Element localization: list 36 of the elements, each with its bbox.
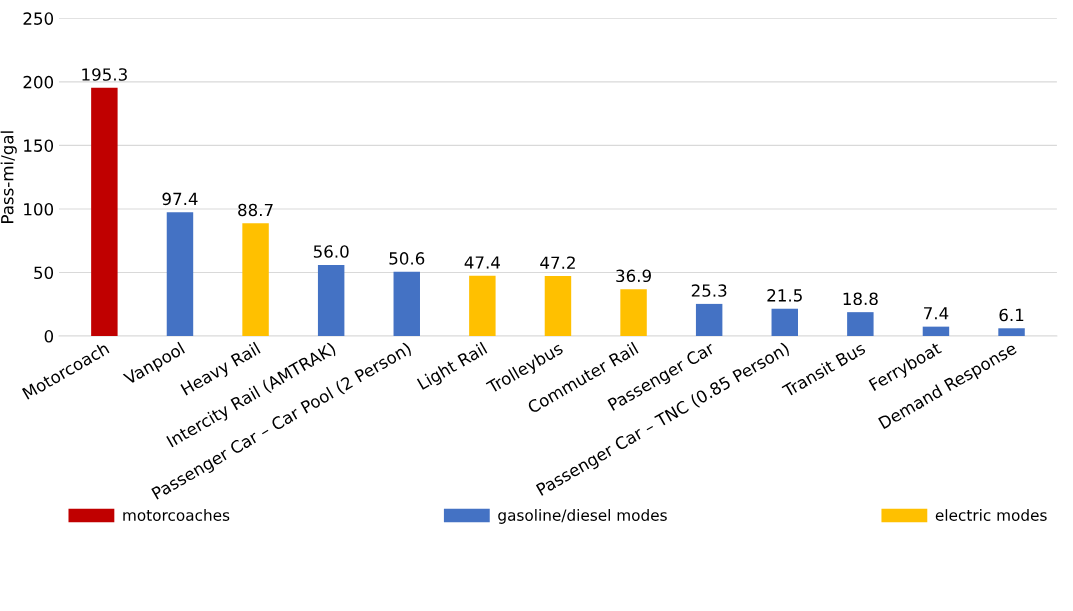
data-label: 195.3	[82, 68, 127, 81]
data-label: 36.9	[616, 269, 651, 283]
data-label: 25.3	[691, 284, 727, 297]
y-tick-label: 150	[24, 139, 54, 152]
data-label: 18.8	[843, 292, 878, 306]
bar	[544, 276, 572, 337]
bar	[469, 275, 496, 337]
legend-label: motorcoaches	[123, 509, 230, 521]
bar	[91, 87, 118, 337]
y-tick-label: 0	[44, 330, 54, 343]
legend-label: electric modes	[935, 509, 1047, 521]
data-label: 47.2	[540, 256, 575, 269]
data-label: 88.7	[238, 203, 273, 217]
data-label: 21.5	[767, 289, 802, 302]
bar	[847, 312, 874, 337]
data-label: 56.0	[313, 245, 349, 258]
y-tick-label: 200	[23, 75, 54, 89]
data-label: 97.4	[162, 192, 198, 206]
legend-label: gasoline/diesel modes	[498, 509, 667, 524]
bar	[922, 326, 950, 337]
y-tick-label: 250	[23, 12, 54, 25]
y-tick-label: 50	[34, 266, 54, 280]
bar	[771, 308, 798, 337]
data-label: 6.1	[999, 308, 1024, 322]
bar	[620, 289, 647, 337]
bar	[166, 212, 194, 337]
data-label: 47.4	[464, 256, 500, 269]
bar	[242, 223, 269, 337]
bar	[998, 328, 1025, 337]
bar	[317, 264, 345, 337]
y-tick-label: 100	[24, 202, 54, 216]
data-label: 50.6	[389, 252, 425, 265]
bar	[695, 303, 723, 337]
data-label: 7.4	[924, 307, 949, 320]
bar	[393, 271, 420, 337]
y-axis-title: Pass-mi/gal	[0, 131, 17, 223]
